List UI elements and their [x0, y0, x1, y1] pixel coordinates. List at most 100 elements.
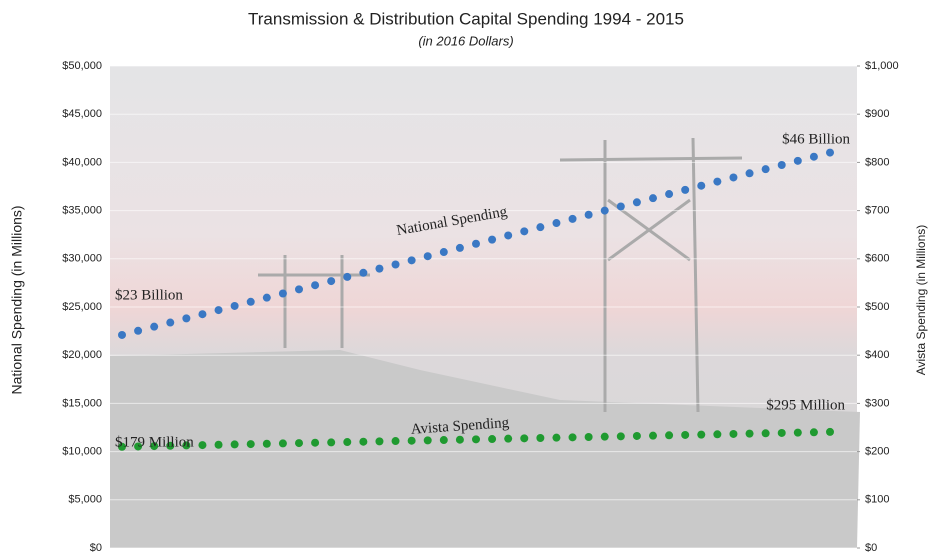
y2-tick-label: $0: [865, 542, 877, 554]
annotation: $46 Billion: [782, 131, 850, 147]
data-dot: [552, 219, 561, 228]
chart-subtitle: (in 2016 Dollars): [418, 33, 513, 48]
data-dot: [198, 441, 207, 450]
data-dot: [826, 427, 834, 436]
annotation: $179 Million: [115, 434, 194, 450]
data-dot: [777, 161, 786, 170]
data-dot: [375, 264, 384, 273]
data-dot: [166, 318, 175, 327]
y2-tick-label: $200: [865, 446, 889, 458]
y-tick-label: $5,000: [68, 494, 102, 506]
data-dot: [536, 434, 545, 443]
annotation: $295 Million: [766, 397, 845, 413]
data-dot: [230, 301, 239, 310]
data-dot: [407, 436, 416, 445]
data-dot: [793, 428, 802, 437]
data-dot: [230, 440, 239, 449]
y2-tick-label: $500: [865, 301, 889, 313]
data-dot: [182, 314, 191, 323]
annotation: $23 Billion: [115, 287, 183, 303]
data-dot: [649, 194, 657, 203]
y2-axis-label: Avista Spending (in Millions): [914, 225, 928, 376]
data-dot: [616, 432, 625, 441]
data-dot: [198, 310, 207, 319]
data-dot: [439, 248, 448, 257]
chart-title: Transmission & Distribution Capital Spen…: [248, 9, 684, 28]
data-dot: [182, 441, 191, 450]
data-dot: [536, 223, 545, 232]
y-tick-label: $10,000: [62, 446, 102, 458]
data-dot: [150, 322, 159, 331]
data-dot: [214, 440, 223, 449]
y2-tick-label: $400: [865, 349, 889, 361]
data-dot: [246, 440, 255, 449]
data-dot: [665, 190, 674, 199]
y-tick-label: $40,000: [62, 156, 102, 168]
y-tick-label: $25,000: [62, 301, 102, 313]
data-dot: [488, 435, 497, 444]
data-dot: [729, 173, 738, 182]
data-dot: [713, 177, 722, 186]
data-dot: [745, 429, 754, 438]
data-dot: [423, 436, 432, 445]
data-dot: [761, 429, 770, 438]
data-dot: [455, 243, 464, 252]
tower-shapes: [258, 137, 743, 413]
data-dot: [584, 210, 593, 219]
data-dot: [311, 438, 320, 447]
y2-tick-label: $900: [865, 108, 889, 120]
y-tick-label: $30,000: [62, 253, 102, 265]
data-dot: [375, 437, 384, 446]
data-dot: [520, 227, 529, 236]
data-dot: [632, 431, 641, 440]
data-dot: [166, 441, 175, 450]
data-dot: [439, 436, 448, 445]
data-dot: [359, 268, 368, 277]
data-dot: [262, 293, 271, 302]
data-dot: [504, 231, 513, 240]
data-dot: [665, 431, 674, 440]
y2-tick-label: $700: [865, 205, 889, 217]
data-dot: [118, 442, 126, 451]
data-dot: [391, 437, 400, 446]
data-dot: [761, 165, 770, 174]
data-dot: [311, 281, 320, 290]
data-dot: [777, 428, 786, 437]
data-dot: [472, 435, 480, 444]
data-dot: [278, 289, 287, 298]
data-dot: [423, 252, 432, 261]
data-dot: [295, 439, 303, 448]
y2-tick-label: $300: [865, 397, 889, 409]
data-dot: [697, 430, 706, 439]
data-dot: [632, 198, 641, 207]
data-dot: [262, 439, 271, 448]
data-dot: [826, 148, 834, 157]
data-dot: [809, 428, 818, 437]
data-dot: [343, 272, 352, 281]
data-dot: [552, 433, 561, 442]
data-dot: [600, 432, 609, 441]
data-dot: [343, 438, 352, 447]
y2-tick-label: $800: [865, 156, 889, 168]
data-dot: [391, 260, 400, 269]
annotation: Avista Spending: [410, 415, 510, 438]
data-dot: [745, 169, 754, 178]
data-dot: [616, 202, 625, 211]
ground-shape: [110, 350, 860, 548]
y-tick-label: $0: [90, 542, 102, 554]
data-dot: [327, 277, 336, 286]
y-tick-label: $20,000: [62, 349, 102, 361]
y-tick-label: $15,000: [62, 397, 102, 409]
data-dot: [472, 239, 480, 248]
y-tick-label: $35,000: [62, 205, 102, 217]
data-dot: [407, 256, 416, 265]
data-dot: [584, 432, 593, 441]
data-dot: [488, 235, 497, 244]
y-tick-label: $45,000: [62, 108, 102, 120]
data-dot: [681, 185, 690, 194]
y-axis-label: National Spending (in Millions): [9, 205, 25, 394]
data-dot: [359, 437, 368, 446]
data-dot: [150, 442, 159, 451]
y2-tick-label: $1,000: [865, 60, 899, 72]
